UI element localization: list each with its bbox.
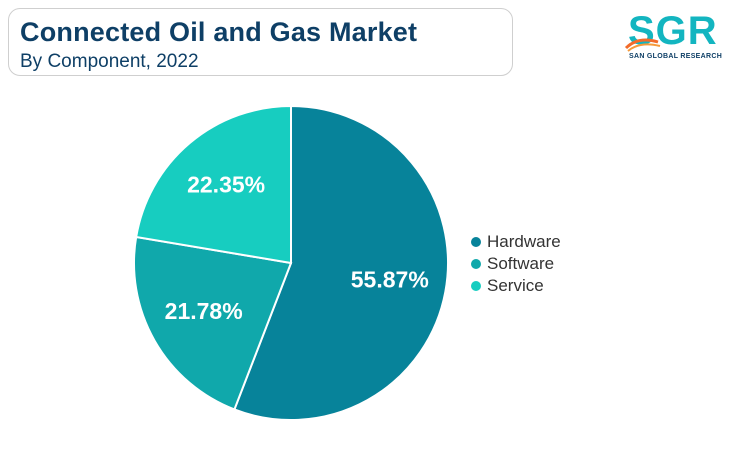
legend-label-software: Software <box>487 254 555 273</box>
legend: Hardware Software Service <box>471 231 561 297</box>
legend-item-service: Service <box>471 275 561 297</box>
pie-labels: 55.87% 21.78% 22.35% <box>165 171 429 323</box>
data-label-software: 21.78% <box>165 298 243 324</box>
title-box: Connected Oil and Gas Market By Componen… <box>8 8 513 76</box>
logo-swoosh-icon <box>624 38 661 52</box>
legend-swatch-hardware <box>471 237 481 247</box>
sgr-logo: SGR SAN GLOBAL RESEARCH <box>624 10 724 64</box>
chart-title: Connected Oil and Gas Market <box>20 17 418 47</box>
pie-slice-software <box>133 235 293 411</box>
legend-swatch-service <box>471 281 481 291</box>
chart-subtitle: By Component, 2022 <box>20 51 199 72</box>
data-label-hardware: 55.87% <box>351 267 429 293</box>
legend-item-software: Software <box>471 253 561 275</box>
legend-label-service: Service <box>487 276 544 295</box>
legend-item-hardware: Hardware <box>471 231 561 253</box>
data-label-service: 22.35% <box>187 171 265 197</box>
pie-slices <box>133 104 449 421</box>
pie-slice-hardware <box>233 104 449 421</box>
legend-swatch-software <box>471 259 481 269</box>
logo-tagline: SAN GLOBAL RESEARCH <box>629 53 723 60</box>
legend-label-hardware: Hardware <box>487 232 561 251</box>
pie-slice-service <box>135 104 292 265</box>
